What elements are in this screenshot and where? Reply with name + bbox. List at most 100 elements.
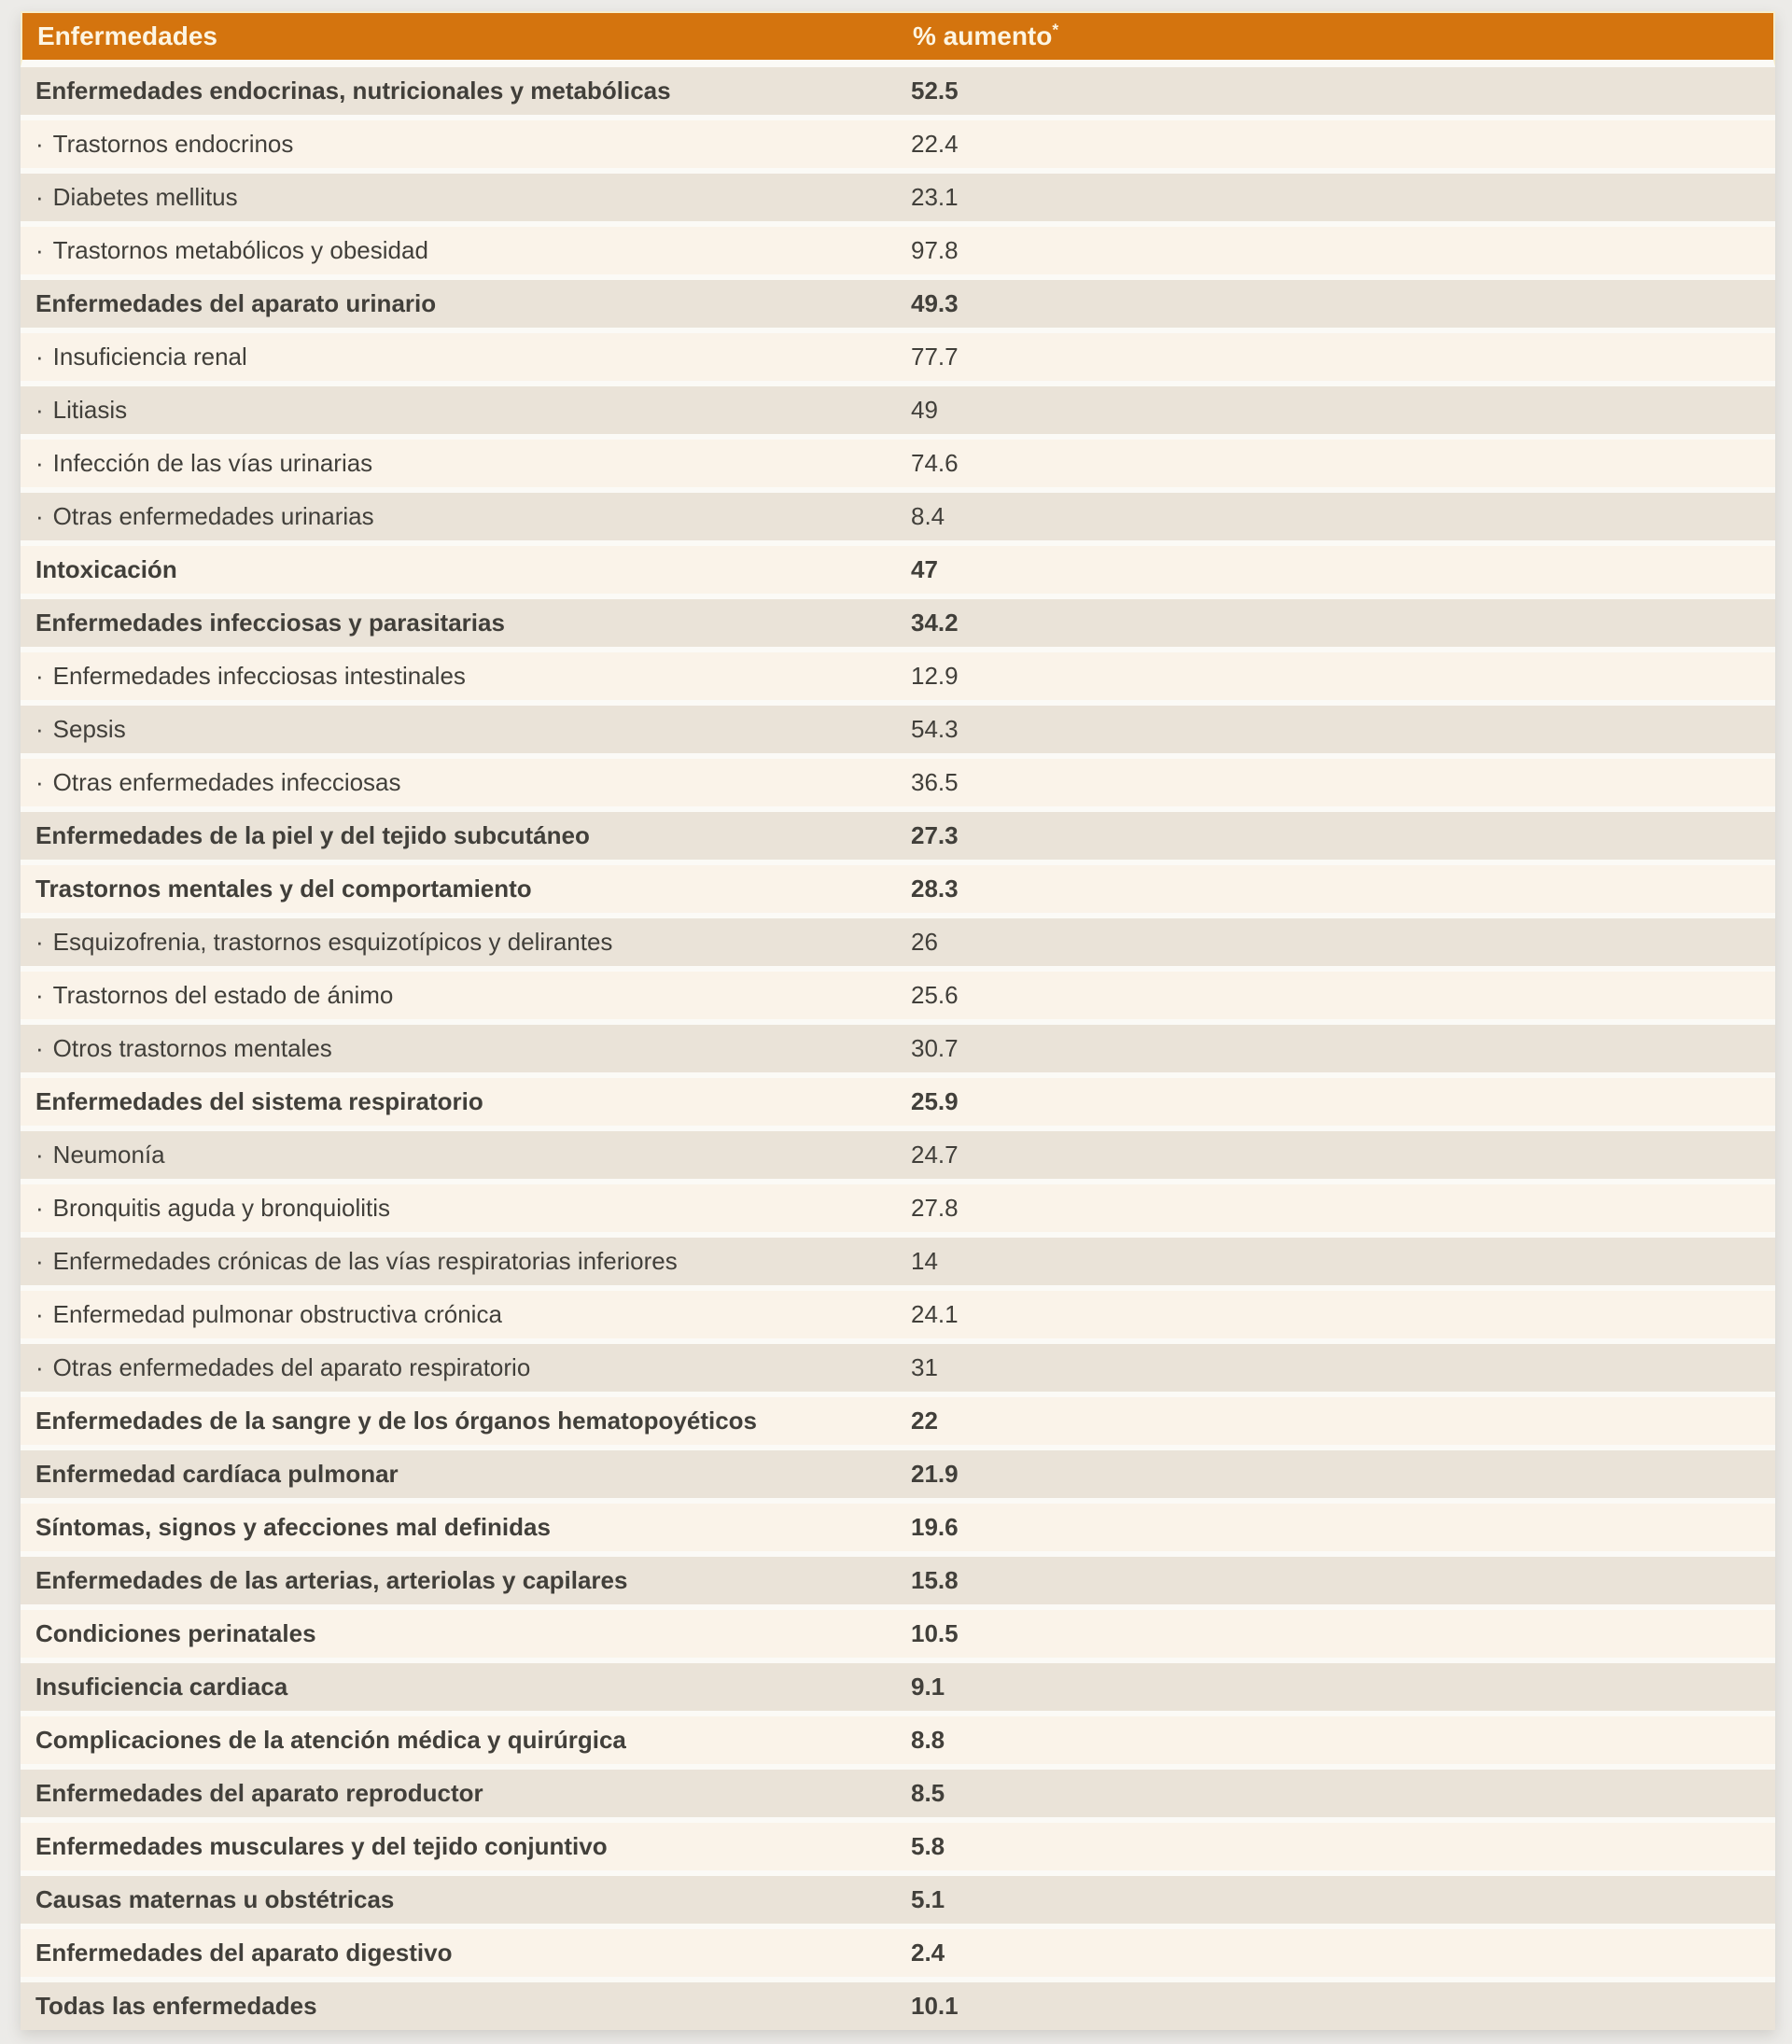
table-row: Condiciones perinatales 10.5 — [21, 1610, 1775, 1663]
disease-cell-text: Insuficiencia renal — [52, 343, 247, 371]
table-row: Enfermedades de las arterias, arteriolas… — [21, 1557, 1775, 1610]
disease-cell: Enfermedades endocrinas, nutricionales y… — [21, 77, 889, 105]
table-row: · Diabetes mellitus 23.1 — [21, 174, 1775, 227]
disease-cell: Enfermedades de las arterias, arteriolas… — [21, 1566, 889, 1595]
disease-cell-text: Condiciones perinatales — [35, 1619, 316, 1647]
value-cell: 74.6 — [911, 449, 959, 477]
disease-cell: Enfermedades de la piel y del tejido sub… — [21, 821, 889, 850]
value-cell: 24.1 — [911, 1300, 959, 1328]
disease-cell: · Otras enfermedades del aparato respira… — [21, 1353, 889, 1382]
bullet-marker: · — [35, 396, 44, 424]
disease-cell: · Infección de las vías urinarias — [21, 449, 889, 478]
disease-cell-text: Causas maternas u obstétricas — [35, 1885, 395, 1913]
disease-cell: · Trastornos del estado de ánimo — [21, 981, 889, 1010]
value-cell: 49.3 — [911, 289, 959, 317]
table-row: Enfermedades de la piel y del tejido sub… — [21, 812, 1775, 865]
disease-cell: Insuficiencia cardiaca — [21, 1673, 889, 1701]
disease-cell: Enfermedades del aparato urinario — [21, 289, 889, 318]
value-cell: 5.1 — [911, 1885, 945, 1913]
disease-cell-text: Enfermedades endocrinas, nutricionales y… — [35, 77, 671, 105]
disease-cell: · Otras enfermedades urinarias — [21, 502, 889, 531]
disease-cell: · Enfermedades crónicas de las vías resp… — [21, 1247, 889, 1276]
disease-cell: Enfermedades del sistema respiratorio — [21, 1087, 889, 1116]
bullet-marker: · — [35, 1194, 44, 1222]
disease-cell: Causas maternas u obstétricas — [21, 1885, 889, 1914]
value-cell: 8.4 — [911, 502, 945, 530]
disease-cell-text: Síntomas, signos y afecciones mal defini… — [35, 1513, 551, 1541]
disease-cell-text: Enfermedades infecciosas intestinales — [52, 662, 466, 690]
disease-cell-text: Diabetes mellitus — [52, 183, 238, 211]
disease-cell-text: Trastornos del estado de ánimo — [52, 981, 394, 1009]
bullet-marker: · — [35, 1034, 44, 1062]
value-cell: 2.4 — [911, 1939, 945, 1967]
disease-cell-text: Neumonía — [52, 1141, 165, 1169]
table-row: · Insuficiencia renal 77.7 — [21, 333, 1775, 386]
table-row: Síntomas, signos y afecciones mal defini… — [21, 1504, 1775, 1557]
value-cell: 14 — [911, 1247, 938, 1275]
bullet-marker: · — [35, 981, 44, 1009]
table-row: Complicaciones de la atención médica y q… — [21, 1716, 1775, 1770]
disease-cell-text: Litiasis — [52, 396, 128, 424]
disease-cell: Todas las enfermedades — [21, 1992, 889, 2021]
bullet-marker: · — [35, 662, 44, 690]
disease-cell: Enfermedades musculares y del tejido con… — [21, 1832, 889, 1861]
table-row: Insuficiencia cardiaca 9.1 — [21, 1663, 1775, 1716]
disease-cell-text: Otras enfermedades urinarias — [52, 502, 374, 530]
disease-cell: · Otras enfermedades infecciosas — [21, 768, 889, 797]
table-row: · Otras enfermedades del aparato respira… — [21, 1344, 1775, 1397]
bullet-marker: · — [35, 1141, 44, 1169]
value-cell: 9.1 — [911, 1673, 945, 1701]
table-row: Todas las enfermedades 10.1 — [21, 1982, 1775, 2030]
value-cell: 22 — [911, 1407, 938, 1435]
disease-cell: · Insuficiencia renal — [21, 343, 889, 371]
value-cell: 54.3 — [911, 715, 959, 743]
bullet-marker: · — [35, 1353, 44, 1381]
disease-cell-text: Otros trastornos mentales — [52, 1034, 332, 1062]
bullet-marker: · — [35, 715, 44, 743]
disease-cell: · Otros trastornos mentales — [21, 1034, 889, 1063]
value-cell: 8.5 — [911, 1779, 945, 1807]
table-row: · Infección de las vías urinarias 74.6 — [21, 440, 1775, 493]
table-row: Enfermedades musculares y del tejido con… — [21, 1823, 1775, 1876]
bullet-marker: · — [35, 130, 44, 158]
bullet-marker: · — [35, 236, 44, 264]
disease-cell-text: Trastornos endocrinos — [52, 130, 294, 158]
value-cell: 97.8 — [911, 236, 959, 264]
table-row: Intoxicación 47 — [21, 546, 1775, 599]
bullet-marker: · — [35, 502, 44, 530]
disease-cell-text: Esquizofrenia, trastornos esquizotípicos… — [52, 928, 613, 956]
disease-cell-text: Otras enfermedades infecciosas — [52, 768, 401, 796]
value-cell: 52.5 — [911, 77, 959, 105]
table-row: Enfermedades del aparato urinario 49.3 — [21, 280, 1775, 333]
table-row: · Trastornos del estado de ánimo 25.6 — [21, 972, 1775, 1025]
column-header-value: % aumento* — [890, 21, 1773, 51]
disease-cell-text: Enfermedades musculares y del tejido con… — [35, 1832, 608, 1860]
disease-cell-text: Enfermedades crónicas de las vías respir… — [52, 1247, 678, 1275]
value-cell: 25.9 — [911, 1087, 959, 1115]
table-row: · Bronquitis aguda y bronquiolitis 27.8 — [21, 1184, 1775, 1238]
disease-cell: · Enfermedades infecciosas intestinales — [21, 662, 889, 691]
disease-cell-text: Enfermedades de la sangre y de los órgan… — [35, 1407, 758, 1435]
disease-cell: · Litiasis — [21, 396, 889, 425]
disease-cell: · Diabetes mellitus — [21, 183, 889, 212]
value-cell: 28.3 — [911, 875, 959, 903]
disease-cell-text: Todas las enfermedades — [35, 1992, 317, 2020]
value-cell: 25.6 — [911, 981, 959, 1009]
table-row: Enfermedad cardíaca pulmonar 21.9 — [21, 1450, 1775, 1504]
table-row: · Otras enfermedades infecciosas 36.5 — [21, 759, 1775, 812]
disease-cell-text: Enfermedad cardíaca pulmonar — [35, 1460, 399, 1488]
disease-cell-text: Trastornos metabólicos y obesidad — [52, 236, 428, 264]
value-cell: 27.3 — [911, 821, 959, 849]
table-row: · Otros trastornos mentales 30.7 — [21, 1025, 1775, 1078]
disease-cell-text: Enfermedades de las arterias, arteriolas… — [35, 1566, 628, 1594]
value-cell: 15.8 — [911, 1566, 959, 1594]
disease-cell: Síntomas, signos y afecciones mal defini… — [21, 1513, 889, 1542]
table-row: Causas maternas u obstétricas 5.1 — [21, 1876, 1775, 1929]
value-cell: 21.9 — [911, 1460, 959, 1488]
value-cell: 10.1 — [911, 1992, 959, 2020]
disease-cell-text: Infección de las vías urinarias — [52, 449, 373, 477]
disease-cell: Enfermedad cardíaca pulmonar — [21, 1460, 889, 1489]
table-row: Trastornos mentales y del comportamiento… — [21, 865, 1775, 918]
bullet-marker: · — [35, 1300, 44, 1328]
disease-cell-text: Sepsis — [52, 715, 126, 743]
